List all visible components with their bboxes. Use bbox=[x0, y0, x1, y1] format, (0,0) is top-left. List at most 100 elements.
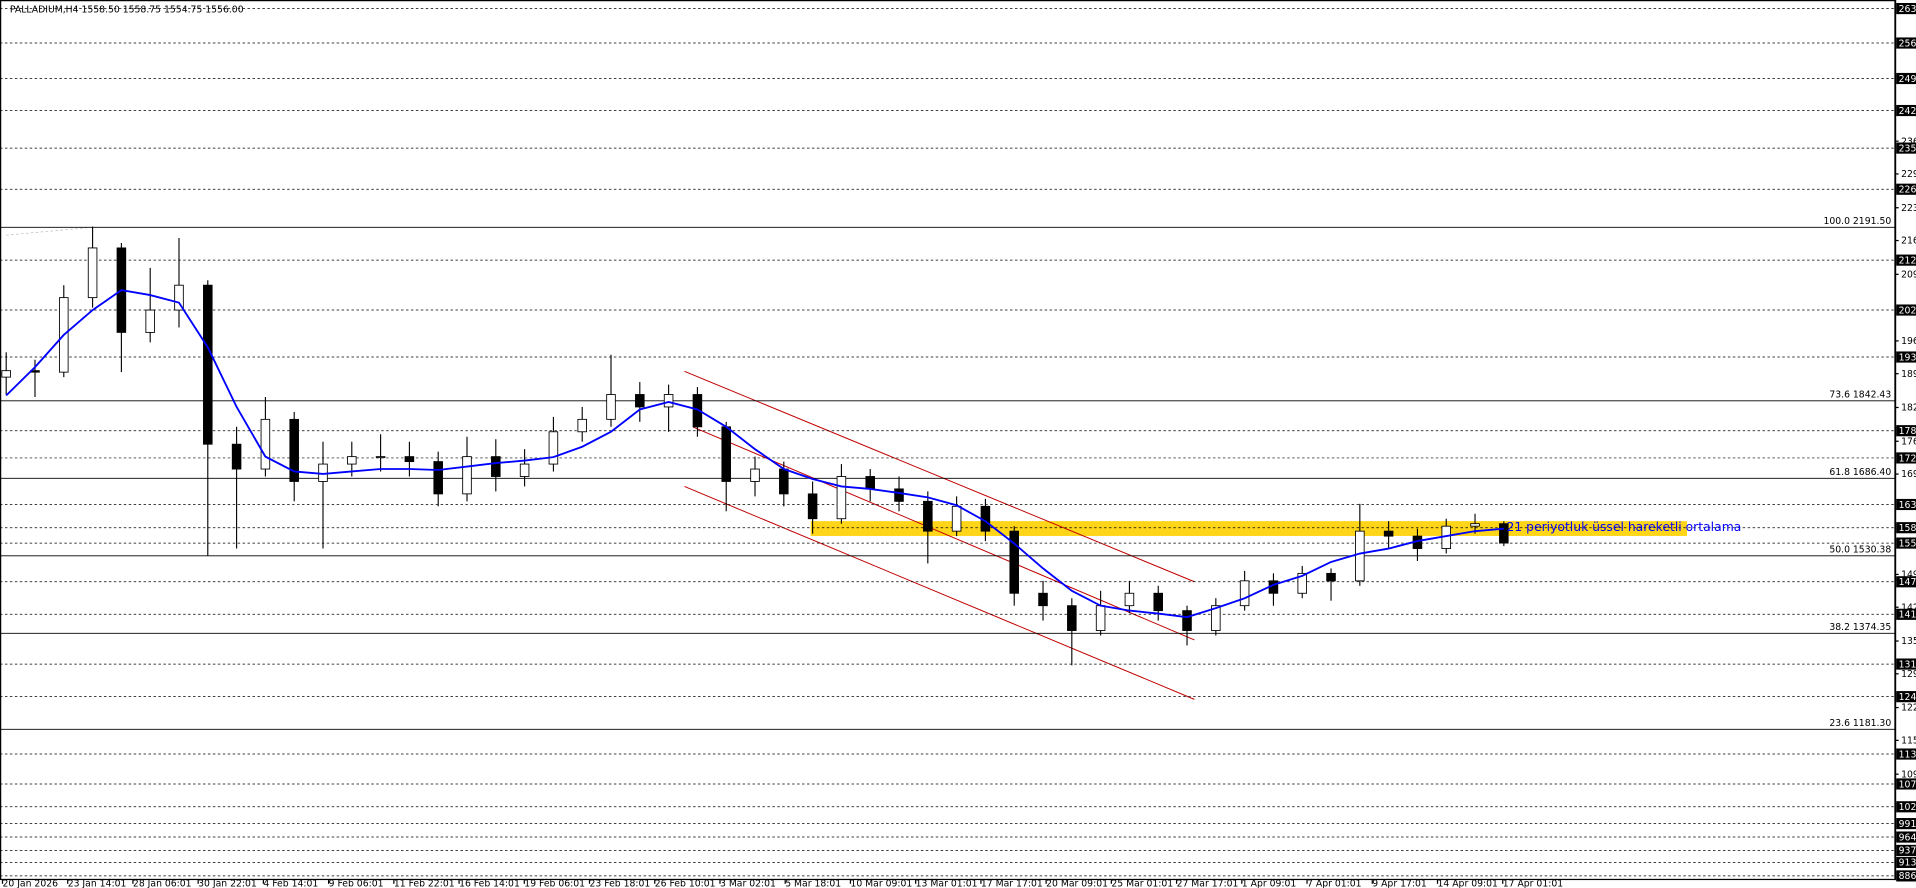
level-tag bbox=[1896, 844, 1916, 856]
x-tick-label: 9 Feb 06:01 bbox=[329, 878, 384, 888]
level-label: 964.35 bbox=[1899, 832, 1916, 843]
level-tag bbox=[1896, 254, 1916, 266]
y-tick-label: 1292.90 bbox=[1901, 669, 1916, 680]
annotation: 21 periyotluk üssel hareketli ortalama bbox=[1506, 520, 1741, 534]
candle-body bbox=[663, 394, 674, 408]
candle-body bbox=[1470, 523, 1480, 527]
channel-upper bbox=[684, 370, 1195, 583]
y-tick-label: 1828.90 bbox=[1901, 403, 1916, 414]
candle-body bbox=[1211, 605, 1221, 631]
x-tick-label: 25 Mar 01:01 bbox=[1111, 878, 1173, 888]
x-tick-label: 17 Apr 01:01 bbox=[1503, 878, 1564, 888]
x-tick-label: 4 Feb 14:01 bbox=[263, 878, 318, 888]
y-tick-label: 2164.90 bbox=[1901, 236, 1916, 247]
candle-body bbox=[1067, 605, 1077, 631]
x-tick-label: 5 Mar 18:01 bbox=[785, 878, 841, 888]
level-tag bbox=[1896, 72, 1916, 85]
level-label: 1633.65 bbox=[1899, 500, 1916, 511]
candle-body bbox=[807, 493, 818, 520]
y-tick-label: 2096.90 bbox=[1901, 269, 1916, 280]
candle-body bbox=[433, 461, 443, 495]
level-label: 2125.45 bbox=[1899, 255, 1916, 266]
x-tick-label: 9 Apr 17:01 bbox=[1372, 878, 1427, 888]
level-tag bbox=[1896, 498, 1916, 511]
level-tag bbox=[1896, 537, 1916, 549]
level-tag bbox=[1896, 142, 1916, 154]
fib-label: 50.0 1530.38 bbox=[1829, 545, 1891, 556]
channel-middle bbox=[692, 426, 1195, 641]
x-tick-label: 16 Feb 14:01 bbox=[459, 878, 520, 888]
level-label: 1412.65 bbox=[1899, 610, 1916, 621]
x-tick-label: 14 Apr 09:01 bbox=[1437, 878, 1498, 888]
x-tick-label: 27 Mar 17:01 bbox=[1177, 878, 1239, 888]
candle-body bbox=[606, 394, 616, 420]
level-label: 1727.35 bbox=[1899, 453, 1916, 464]
level-tag bbox=[1896, 608, 1916, 620]
candles bbox=[1, 226, 1509, 666]
candle-body bbox=[289, 418, 299, 482]
level-label: 1586.95 bbox=[1899, 523, 1916, 534]
level-tag bbox=[1896, 576, 1916, 588]
level-label: 1246.90 bbox=[1899, 692, 1916, 703]
candle-body bbox=[375, 456, 386, 459]
candle-body bbox=[951, 505, 962, 532]
level-label: 1782.15 bbox=[1899, 426, 1916, 437]
x-tick-label: 13 Mar 01:01 bbox=[916, 878, 978, 888]
x-tick-label: 26 Feb 10:01 bbox=[655, 878, 716, 888]
candle-body bbox=[1355, 530, 1365, 582]
x-tick-label: 23 Jan 14:01 bbox=[68, 878, 127, 888]
candle-body bbox=[491, 456, 501, 477]
level-label: 913.30 bbox=[1899, 858, 1916, 869]
level-tag bbox=[1896, 831, 1916, 843]
y-tick-label: 2230.90 bbox=[1901, 203, 1916, 214]
candle-body bbox=[1182, 610, 1192, 631]
x-tick-label: 3 Mar 02:01 bbox=[720, 878, 776, 888]
candle-body bbox=[894, 488, 904, 502]
x-tick-label: 23 Feb 18:01 bbox=[590, 878, 651, 888]
candle-body bbox=[750, 468, 760, 482]
candle-body bbox=[1326, 572, 1336, 582]
y-tick-label: 1090.90 bbox=[1901, 769, 1916, 780]
candle-body bbox=[1009, 530, 1019, 594]
y-tick-label: 1358.90 bbox=[1901, 636, 1916, 647]
candle-body bbox=[145, 309, 155, 333]
fib-label: 61.8 1686.40 bbox=[1829, 467, 1891, 478]
x-tick-label: 10 Mar 09:01 bbox=[850, 878, 912, 888]
time-axis: 20 Jan 2026 23 Jan 14:01 28 Jan 06:01 30 Ja… bbox=[1, 878, 1564, 888]
level-tag bbox=[1896, 452, 1916, 464]
x-tick-label: 1 Apr 09:01 bbox=[1242, 878, 1297, 888]
y-tick-label: 1426.90 bbox=[1901, 602, 1916, 613]
candle-body bbox=[519, 463, 530, 477]
x-tick-label: 7 Apr 01:01 bbox=[1307, 878, 1362, 888]
candle-body bbox=[923, 500, 933, 532]
level-tag bbox=[1896, 37, 1916, 49]
x-tick-label: 17 Mar 17:01 bbox=[981, 878, 1043, 888]
level-tag bbox=[1896, 801, 1916, 813]
candle-body bbox=[1, 370, 11, 378]
level-label: 2350.95 bbox=[1899, 143, 1916, 154]
fib-label: 23.6 1181.30 bbox=[1829, 718, 1891, 729]
candle-body bbox=[1124, 592, 1135, 607]
level-label: 2268.15 bbox=[1899, 185, 1916, 196]
level-label: 2426.55 bbox=[1899, 106, 1916, 117]
candle-body bbox=[635, 394, 645, 408]
x-tick-label: 20 Jan 2026 bbox=[2, 878, 58, 888]
level-tag bbox=[1896, 183, 1916, 195]
level-tag bbox=[1896, 304, 1916, 316]
level-label: 1556.00 bbox=[1899, 538, 1916, 549]
level-tag bbox=[1896, 856, 1916, 868]
level-label: 1478.10 bbox=[1899, 577, 1916, 588]
candle-body bbox=[548, 431, 559, 465]
x-tick-label: 20 Mar 09:01 bbox=[1046, 878, 1108, 888]
level-tag bbox=[1896, 104, 1916, 117]
level-label: 2025.00 bbox=[1899, 305, 1916, 316]
chart-title: PALLADIUM,H4 1558.50 1558.75 1554.75 155… bbox=[10, 4, 244, 15]
y-tick-label: 1492.90 bbox=[1901, 570, 1916, 581]
level-tag bbox=[1896, 351, 1916, 363]
candle-body bbox=[462, 456, 472, 495]
level-label: 991.40 bbox=[1899, 819, 1916, 830]
